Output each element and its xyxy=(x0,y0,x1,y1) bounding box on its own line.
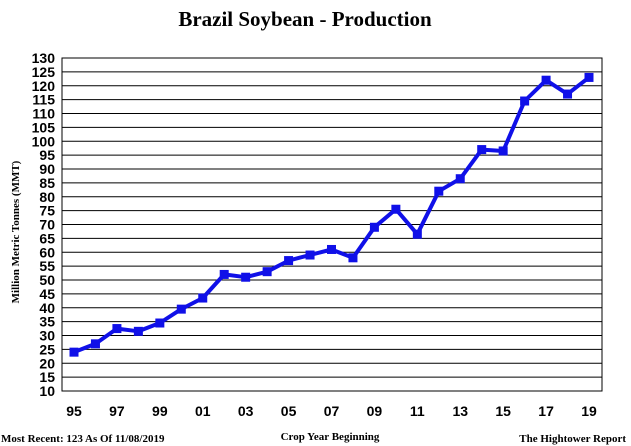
y-tick-label: 60 xyxy=(39,244,55,260)
data-point xyxy=(563,89,573,99)
x-axis-ticks: 95 97 99 01 03 05 07 09 11 13 15 17 19 xyxy=(66,403,597,419)
y-tick-label: 15 xyxy=(39,369,55,385)
data-point xyxy=(584,72,594,82)
y-tick-label: 40 xyxy=(39,300,55,316)
series-path xyxy=(73,75,591,354)
x-tick-label: 07 xyxy=(324,403,340,419)
x-tick-label: 03 xyxy=(238,403,254,419)
data-point xyxy=(455,174,465,184)
data-point xyxy=(133,326,143,336)
y-tick-label: 110 xyxy=(32,106,55,122)
y-tick-label: 85 xyxy=(39,175,55,191)
data-point xyxy=(284,256,294,266)
y-tick-label: 30 xyxy=(39,328,55,344)
plot-frame xyxy=(61,57,603,392)
y-tick-label: 120 xyxy=(32,78,56,94)
x-tick-label: 95 xyxy=(66,403,82,419)
x-tick-label: 15 xyxy=(495,403,511,419)
data-point xyxy=(391,204,401,214)
y-tick-label: 50 xyxy=(39,272,55,288)
data-point xyxy=(262,267,272,277)
data-point xyxy=(541,75,551,85)
y-axis-label: Million Metric Tonnes (MMT) xyxy=(10,160,22,303)
y-axis-ticks: 1015202530354045505560657075808590951001… xyxy=(32,50,56,399)
x-axis-label: Crop Year Beginning xyxy=(281,431,380,443)
data-point xyxy=(198,293,208,303)
y-tick-label: 70 xyxy=(39,217,55,233)
y-tick-label: 80 xyxy=(39,189,55,205)
data-point xyxy=(69,347,79,357)
x-tick-label: 99 xyxy=(152,403,168,419)
y-tick-label: 75 xyxy=(39,203,55,219)
data-point xyxy=(176,304,186,314)
y-tick-label: 55 xyxy=(39,258,55,274)
y-tick-label: 45 xyxy=(39,286,55,302)
y-tick-label: 10 xyxy=(39,383,55,399)
data-point xyxy=(305,250,315,260)
y-tick-label: 25 xyxy=(39,341,55,357)
x-tick-label: 19 xyxy=(581,403,597,419)
data-point xyxy=(369,222,379,232)
x-tick-label: 97 xyxy=(109,403,125,419)
y-tick-label: 130 xyxy=(32,50,56,66)
y-tick-label: 35 xyxy=(39,314,55,330)
x-tick-label: 13 xyxy=(452,403,468,419)
data-point xyxy=(112,324,122,334)
x-tick-label: 05 xyxy=(281,403,297,419)
data-point xyxy=(434,186,444,196)
y-tick-label: 95 xyxy=(39,147,55,163)
data-point xyxy=(477,145,487,155)
data-point xyxy=(327,244,336,254)
data-point xyxy=(241,272,251,282)
y-tick-label: 90 xyxy=(39,161,55,177)
footer-source: The Hightower Report xyxy=(519,433,626,445)
data-point xyxy=(348,253,358,263)
chart-title: Brazil Soybean - Production xyxy=(178,7,432,31)
data-point xyxy=(219,269,229,279)
y-tick-label: 20 xyxy=(39,355,55,371)
x-tick-label: 09 xyxy=(367,403,383,419)
x-tick-label: 17 xyxy=(538,403,554,419)
series-line xyxy=(69,72,594,357)
data-point xyxy=(520,96,530,106)
y-tick-label: 65 xyxy=(39,230,55,246)
x-tick-label: 01 xyxy=(195,403,211,419)
data-point xyxy=(412,229,422,239)
data-point xyxy=(498,146,508,156)
x-tick-label: 11 xyxy=(410,403,425,419)
y-tick-label: 125 xyxy=(32,64,56,80)
footer-most-recent: Most Recent: 123 As Of 11/08/2019 xyxy=(1,433,165,445)
y-tick-label: 105 xyxy=(32,119,56,135)
y-tick-label: 100 xyxy=(32,133,56,149)
data-point xyxy=(155,318,165,328)
y-tick-label: 115 xyxy=(32,92,55,108)
data-point xyxy=(90,339,100,349)
